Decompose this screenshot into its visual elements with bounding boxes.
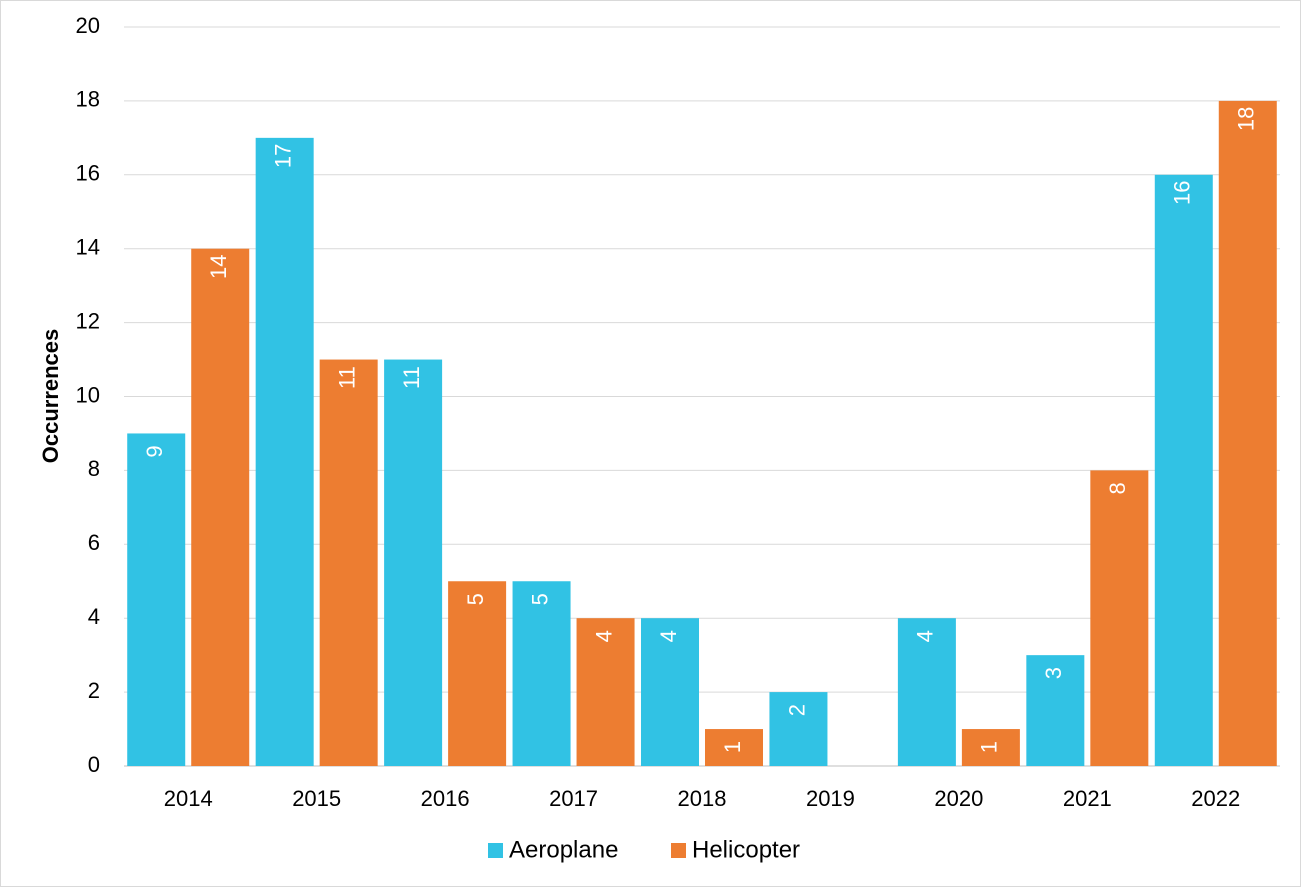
bar-helicopter-2014: [191, 248, 250, 766]
data-label: 1: [977, 741, 1002, 753]
bar-aeroplane-2022: [1154, 174, 1213, 767]
legend-swatch-aeroplane: [488, 843, 503, 858]
y-tick-label: 8: [88, 456, 100, 481]
bar-aeroplane-2014: [127, 433, 186, 766]
bar-aeroplane-2017: [512, 581, 571, 766]
data-label: 9: [142, 445, 167, 457]
y-tick-label: 2: [88, 678, 100, 703]
bar-helicopter-2017: [576, 618, 635, 766]
data-label: 1: [720, 741, 745, 753]
data-label: 4: [913, 630, 938, 642]
y-tick-label: 20: [76, 13, 100, 38]
y-axis-ticks: 0 2 4 6 8 10 12 14 16 18 20: [76, 13, 100, 777]
y-axis-label: Occurrences: [38, 329, 63, 464]
y-tick-label: 12: [76, 308, 100, 333]
x-tick-label: 2021: [1063, 786, 1112, 811]
legend: Aeroplane Helicopter: [488, 836, 800, 863]
gridlines: [124, 26, 1280, 767]
y-tick-label: 0: [88, 752, 100, 777]
data-label: 16: [1170, 181, 1195, 205]
data-label: 2: [784, 704, 809, 716]
x-tick-label: 2017: [549, 786, 598, 811]
legend-label-aeroplane: Aeroplane: [509, 836, 618, 863]
bars: 9 14 17 11 11 5 5 4 4 1 2 4 1 3 8 16 18: [127, 100, 1277, 767]
bar-helicopter-2021: [1090, 470, 1149, 766]
x-tick-label: 2020: [934, 786, 983, 811]
x-tick-label: 2014: [164, 786, 213, 811]
data-label: 14: [206, 254, 231, 278]
y-tick-label: 10: [76, 382, 100, 407]
x-tick-label: 2019: [806, 786, 855, 811]
data-label: 4: [656, 630, 681, 642]
data-label: 8: [1105, 482, 1130, 494]
bar-aeroplane-2020: [897, 618, 956, 766]
y-tick-label: 16: [76, 161, 100, 186]
bar-aeroplane-2015: [255, 137, 314, 767]
x-axis-ticks: 2014 2015 2016 2017 2018 2019 2020 2021 2022: [164, 786, 1241, 811]
bar-helicopter-2018: [705, 729, 763, 766]
data-label: 5: [463, 593, 488, 605]
y-tick-label: 18: [76, 87, 100, 112]
legend-swatch-helicopter: [671, 843, 686, 858]
x-tick-label: 2015: [292, 786, 341, 811]
y-tick-label: 4: [88, 604, 100, 629]
bar-aeroplane-2018: [641, 618, 699, 766]
bar-aeroplane-2021: [1026, 655, 1085, 766]
data-label: 17: [270, 144, 295, 168]
y-tick-label: 14: [76, 235, 100, 260]
bar-helicopter-2020: [961, 729, 1020, 766]
data-label: 11: [334, 366, 359, 389]
data-label: 5: [527, 593, 552, 605]
x-tick-label: 2022: [1191, 786, 1240, 811]
legend-label-helicopter: Helicopter: [692, 836, 800, 863]
bar-helicopter-2015: [319, 359, 378, 766]
bar-aeroplane-2016: [384, 359, 443, 766]
data-label: 18: [1234, 107, 1259, 131]
data-label: 4: [591, 630, 616, 642]
bar-helicopter-2016: [448, 581, 507, 766]
x-tick-label: 2016: [421, 786, 470, 811]
bar-aeroplane-2019: [769, 692, 828, 766]
y-tick-label: 6: [88, 530, 100, 555]
x-tick-label: 2018: [678, 786, 727, 811]
data-label: 11: [399, 366, 424, 389]
data-label: 3: [1041, 667, 1066, 679]
bar-helicopter-2022: [1218, 100, 1277, 766]
